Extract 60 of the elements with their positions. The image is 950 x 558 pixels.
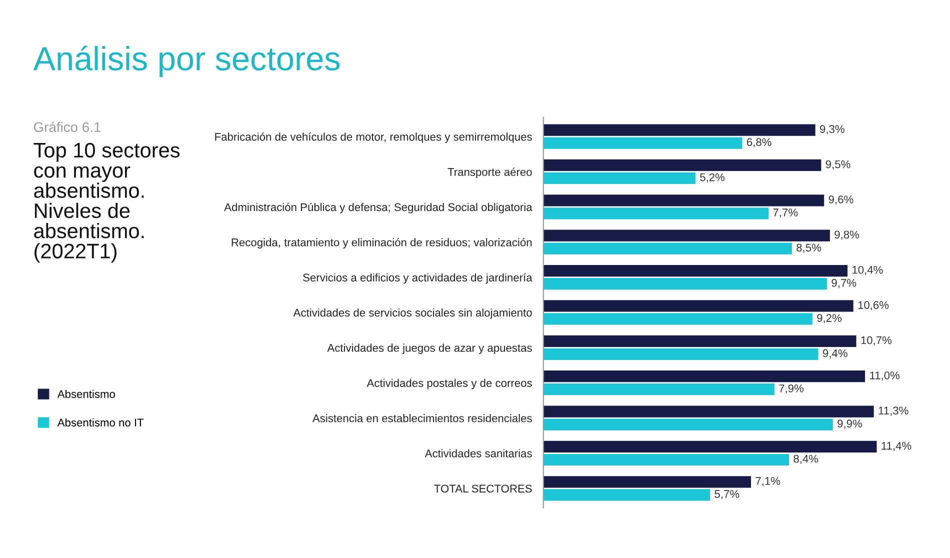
y-tick-label: Asistencia en establecimientos residenciales bbox=[312, 414, 532, 422]
bar bbox=[543, 348, 818, 360]
data-label: 5,2% bbox=[700, 173, 725, 183]
bar bbox=[543, 159, 822, 172]
y-tick-label: Actividades sanitarias bbox=[424, 449, 532, 458]
bar bbox=[543, 335, 856, 347]
bar bbox=[543, 489, 710, 501]
bar bbox=[543, 208, 769, 220]
bar bbox=[543, 194, 824, 206]
data-label: 10,7% bbox=[861, 336, 892, 346]
bar bbox=[543, 242, 792, 254]
text: Gráfico 6.1 bbox=[34, 122, 101, 132]
y-tick-label: TOTAL SECTORES bbox=[434, 484, 532, 493]
data-label: 6,8% bbox=[746, 138, 772, 148]
data-label: 11,3% bbox=[878, 406, 908, 416]
y-tick-label: Servicios a edificios y actividades de jardinería bbox=[303, 273, 532, 284]
data-label: 9,2% bbox=[817, 314, 842, 324]
bar bbox=[543, 300, 854, 312]
data-label: 9,3% bbox=[820, 125, 844, 134]
y-tick-label: Actividades postales y de correos bbox=[366, 378, 532, 390]
data-label: 7,1% bbox=[756, 477, 780, 486]
data-label: 8,5% bbox=[796, 244, 822, 253]
bar bbox=[543, 313, 812, 325]
bar bbox=[543, 278, 828, 290]
data-label: 7,7% bbox=[773, 208, 798, 218]
data-label: 10,4% bbox=[852, 266, 883, 276]
data-label: 9,9% bbox=[838, 420, 862, 429]
data-label: 9,7% bbox=[832, 278, 856, 288]
data-label: 5,7% bbox=[714, 490, 740, 500]
bar bbox=[543, 124, 816, 136]
data-label: 8,4% bbox=[794, 454, 818, 464]
bar bbox=[543, 440, 877, 453]
bar bbox=[543, 264, 848, 277]
text: Top 10 sectores con mayor absentismo. Niveles de absentismo. (2022T1) bbox=[34, 142, 180, 263]
bar bbox=[543, 370, 866, 382]
y-tick-label: Recogida, tratamiento y eliminación de residuos; valorización bbox=[232, 238, 532, 248]
bar bbox=[543, 476, 751, 488]
data-label: 9,6% bbox=[828, 196, 854, 205]
y-tick-label: Fabricación de vehículos de motor, remolques y semirremolques bbox=[215, 132, 532, 143]
text: Análisis por sectores bbox=[33, 46, 340, 78]
bar bbox=[543, 137, 742, 149]
bar bbox=[543, 172, 696, 184]
y-tick-label: Transporte aéreo bbox=[448, 168, 532, 178]
bar bbox=[543, 384, 774, 396]
y-tick-label: Actividades de juegos de azar y apuestas bbox=[327, 344, 532, 354]
data-label: 9,8% bbox=[834, 230, 860, 240]
legend-label: Absentismo bbox=[57, 390, 115, 398]
bar bbox=[543, 418, 833, 430]
y-tick-label: Administración Pública y defensa; Seguridad Social obligatoria bbox=[224, 202, 532, 214]
bar bbox=[543, 230, 830, 242]
data-label: 7,9% bbox=[779, 384, 804, 394]
bar bbox=[543, 406, 874, 418]
bar bbox=[543, 454, 790, 466]
data-label: 11,0% bbox=[870, 371, 900, 381]
data-label: 10,6% bbox=[858, 301, 889, 310]
data-label: 9,5% bbox=[826, 160, 850, 170]
data-label: 9,4% bbox=[822, 349, 848, 358]
data-label: 11,4% bbox=[882, 442, 912, 452]
legend-label: Absentismo no IT bbox=[57, 418, 144, 427]
y-tick-label: Actividades de servicios sociales sin alojamiento bbox=[293, 308, 532, 319]
